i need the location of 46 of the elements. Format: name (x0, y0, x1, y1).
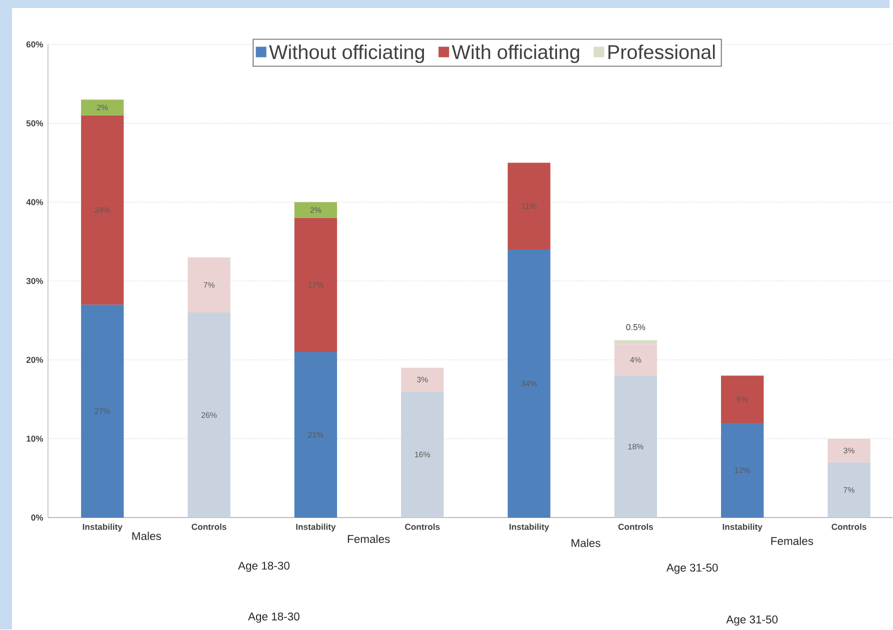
data-label: 0.5% (626, 324, 646, 330)
text: Males (132, 532, 162, 540)
x-tick-label: Instability (82, 524, 122, 532)
bar (828, 438, 870, 462)
bar (188, 312, 230, 518)
bar (401, 391, 444, 518)
x-tick-label: Instability (722, 524, 762, 532)
bar (721, 422, 764, 518)
text: Females (348, 534, 390, 543)
legend-label: Without officiating (269, 44, 424, 63)
x-tick-label: Controls (832, 524, 866, 530)
bar (508, 162, 550, 250)
bar (294, 202, 338, 218)
text: Age 31-50 (726, 615, 778, 626)
text: Age 18-30 (248, 612, 300, 623)
text: Age 18-30 (238, 562, 290, 572)
y-tick-label: 50% (26, 120, 44, 126)
text: Age 31-50 (666, 564, 718, 574)
x-tick-label: Controls (405, 524, 440, 530)
y-tick-label: 20% (26, 356, 44, 363)
bar (614, 344, 658, 376)
bar (188, 257, 230, 312)
bar (81, 100, 124, 116)
bar (614, 340, 658, 344)
bar (828, 462, 870, 518)
bar (81, 115, 124, 305)
text: Females (771, 536, 814, 545)
x-tick-label: Instability (510, 524, 550, 532)
y-tick-label: 60% (26, 41, 44, 48)
x-tick-label: Controls (618, 524, 654, 530)
bar (721, 376, 764, 423)
x-tick-label: Instability (296, 524, 336, 532)
y-tick-label: 0% (31, 514, 44, 521)
bar (81, 304, 124, 518)
text: Males (572, 538, 600, 547)
bar (508, 249, 550, 518)
y-tick-label: 30% (26, 278, 44, 284)
x-tick-label: Controls (192, 524, 226, 530)
legend-label: Professional (608, 44, 715, 60)
y-tick-label: 10% (26, 436, 44, 442)
bar (401, 368, 444, 392)
bar (614, 376, 658, 518)
bar (294, 352, 338, 518)
y-tick-label: 40% (26, 199, 44, 206)
legend-label: With officiating (452, 44, 580, 63)
bar (294, 218, 338, 352)
